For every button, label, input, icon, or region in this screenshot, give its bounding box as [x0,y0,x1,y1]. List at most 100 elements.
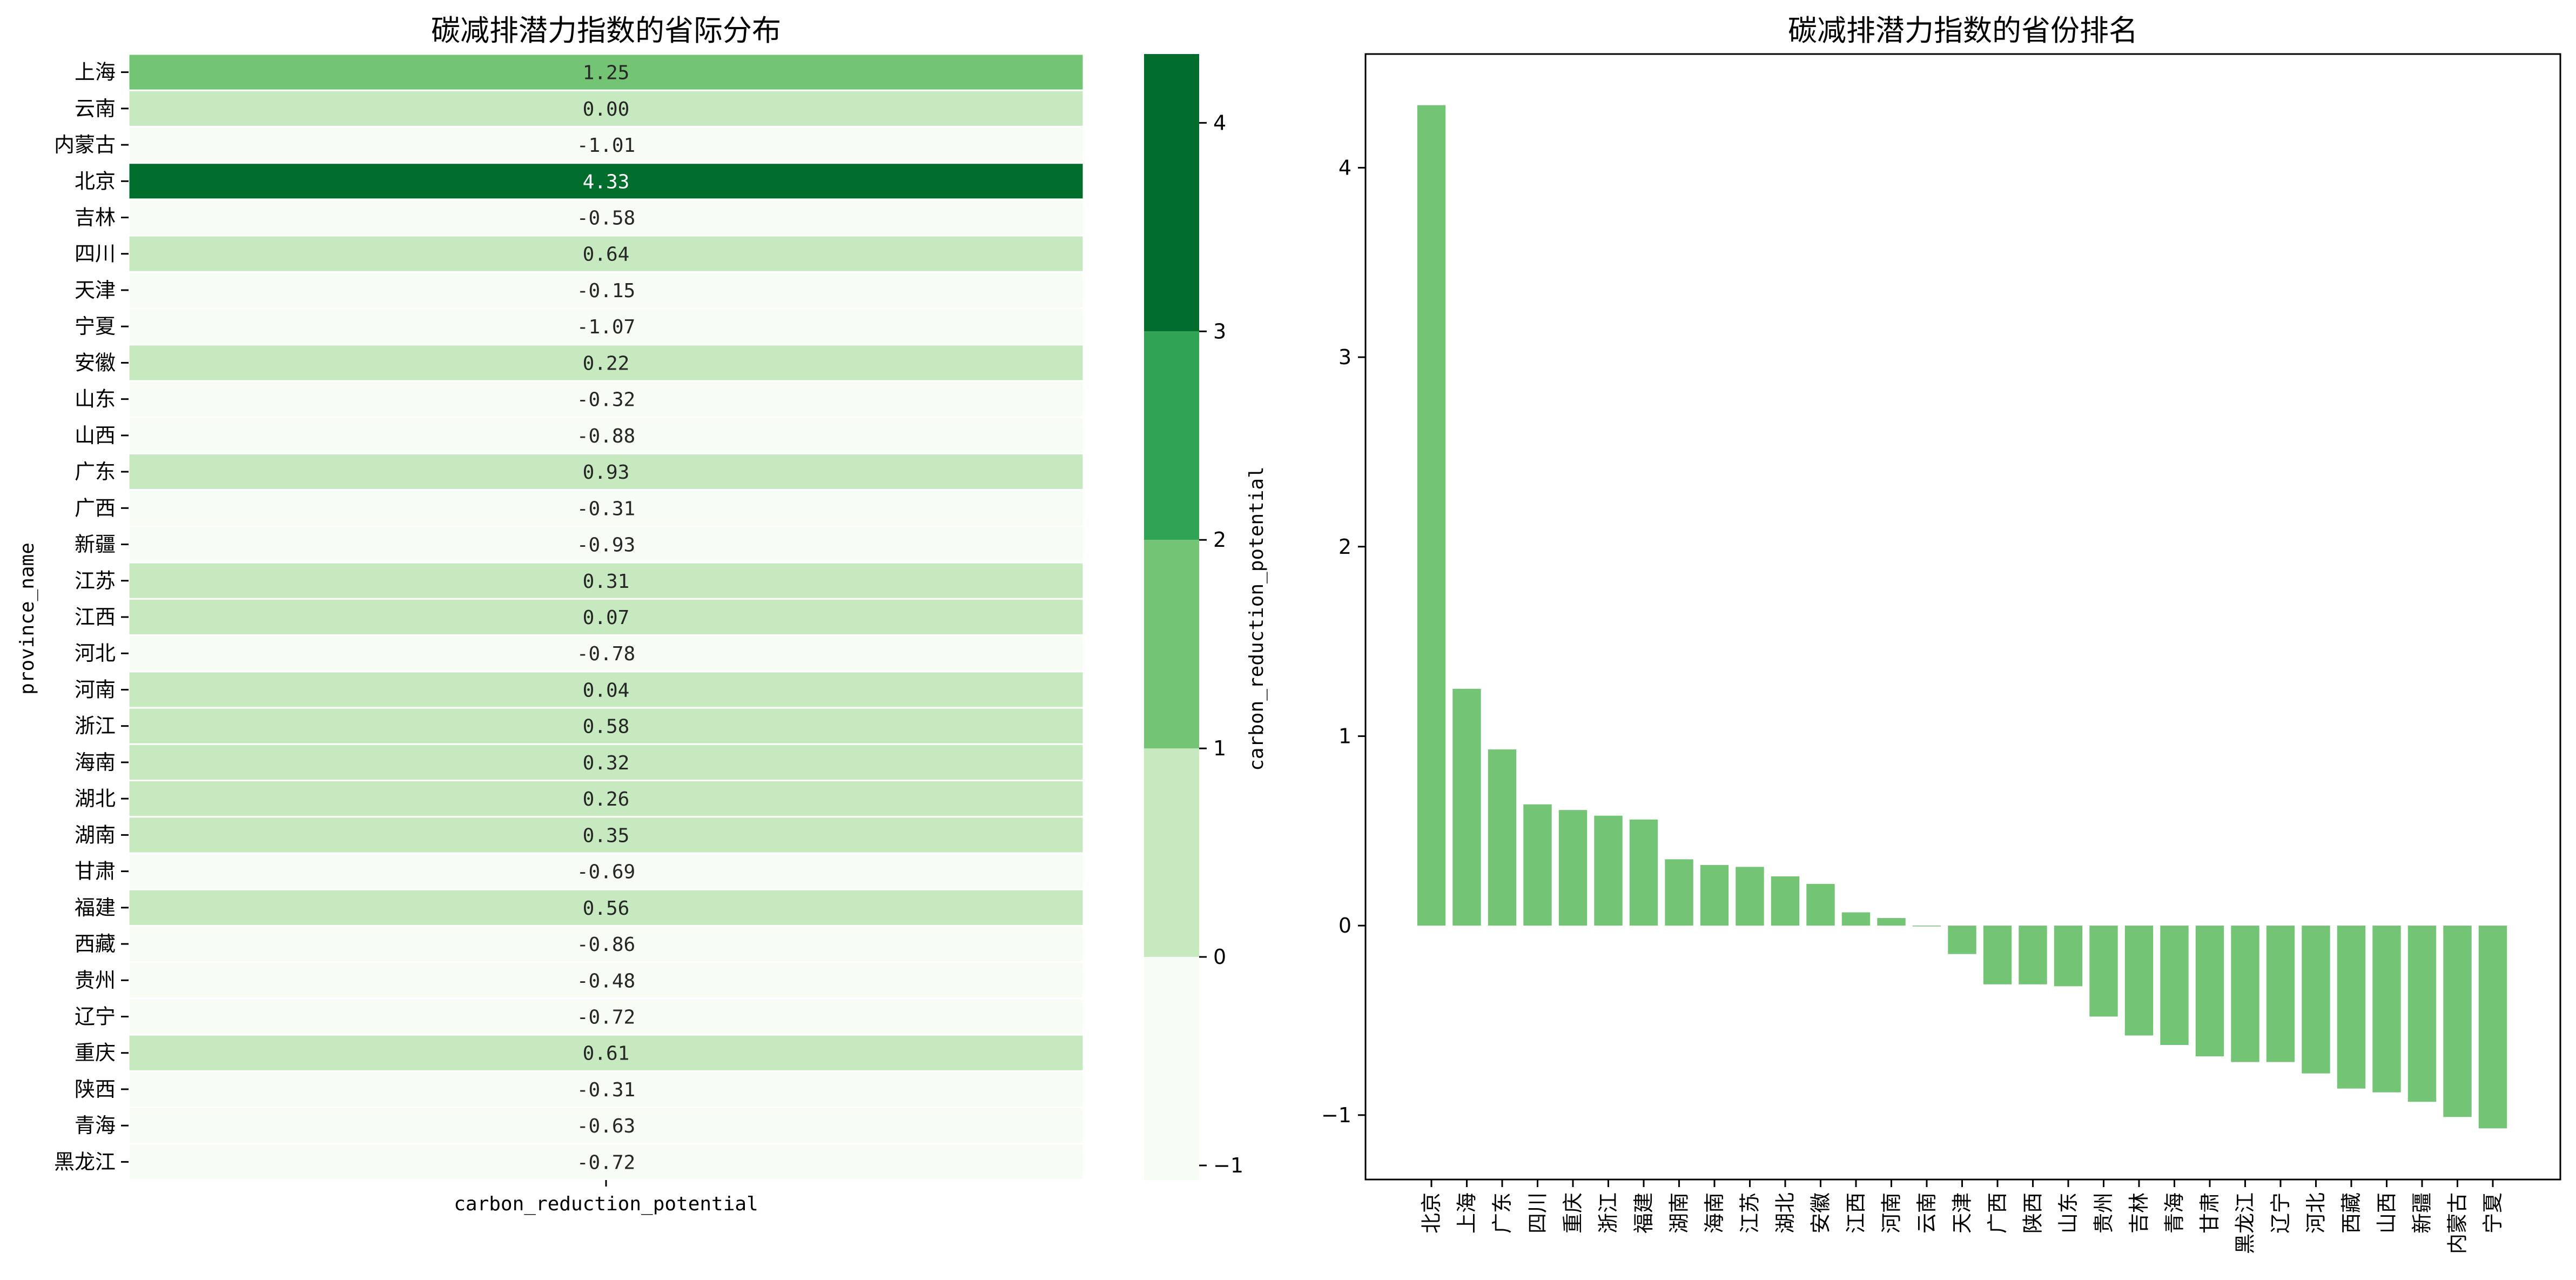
bar-x-tick-label: 上海 [1455,1192,1479,1234]
heatmap-cell [127,816,1085,854]
heatmap-row-label: 山东 [75,387,116,411]
colorbar-tick-label: 2 [1213,528,1226,552]
colorbar-tick-label: 3 [1213,319,1226,343]
colorbar-bin [1144,540,1199,749]
heatmap-row-label: 内蒙古 [54,133,116,157]
heatmap-value-label: 0.35 [583,825,630,847]
heatmap-y-axis-label: province_name [16,542,38,695]
bar-x-tick-label: 甘肃 [2198,1192,2222,1234]
heatmap-row-label: 江苏 [75,569,116,593]
heatmap-row-label: 甘肃 [75,860,116,883]
bar-x-tick-label: 湖北 [1773,1192,1797,1234]
heatmap-value-label: -0.15 [577,280,635,302]
heatmap-row-label: 四川 [75,242,116,266]
bar [1629,819,1658,926]
bar-x-tick-label: 黑龙江 [2234,1192,2257,1254]
bar [2195,926,2224,1057]
heatmap-value-label: 0.26 [583,788,630,810]
heatmap-x-tick-label: carbon_reduction_potential [454,1193,758,1215]
bar-x-tick-label: 安徽 [1809,1192,1833,1234]
heatmap-cell [127,525,1085,564]
bar-x-tick-label: 贵州 [2092,1192,2116,1234]
bar-y-tick-label: 3 [1339,345,1351,369]
bar [1594,815,1623,926]
bar [2372,926,2401,1093]
heatmap-row-label: 海南 [75,750,116,774]
bar [2019,926,2047,984]
heatmap-value-label: 0.32 [583,752,630,774]
bar-series [1417,105,2507,1129]
colorbar-bins [1144,54,1199,1180]
heatmap-value-label: -0.86 [577,934,635,956]
bar-x-tick-label: 浙江 [1597,1192,1620,1234]
colorbar-bin [1144,331,1199,540]
heatmap-value-label: 0.93 [583,461,630,484]
heatmap-value-label: 4.33 [583,171,630,193]
bar [1736,867,1764,926]
heatmap-cells: 1.25 0.00 -1.01 4.33 -0.58 0.64 -0.15 -1.07 0.22… [127,53,1085,1181]
bar [1841,912,1871,926]
heatmap-row-label: 北京 [75,169,116,193]
bar [1558,810,1588,926]
heatmap-cell [127,1107,1085,1145]
heatmap-cell [127,707,1085,745]
bar-x-tick-label: 新疆 [2410,1192,2434,1234]
bar [1771,876,1800,926]
colorbar-ticks: −1 0 1 2 3 4 [1199,111,1243,1177]
heatmap-row-label: 江西 [75,605,116,629]
heatmap-value-label: 0.00 [583,98,630,120]
bar-x-tick-label: 宁夏 [2481,1192,2505,1234]
heatmap-row-labels: 上海云南内蒙古北京吉林四川天津宁夏安徽山东山西广东广西新疆江苏江西河北河南浙江海… [54,61,129,1174]
heatmap-cell [127,961,1085,1000]
bar-x-tick-label: 吉林 [2127,1192,2151,1234]
bar-x-tick-label: 福建 [1632,1192,1656,1234]
bar [2089,926,2118,1017]
bar-x-axis: 北京 上海 广东 四川 重庆 浙江 福建 湖南 海南 江苏 湖北 安徽 江西 河南 云南 天津 广西 陕西 山东 贵州… [1420,1180,2505,1254]
heatmap-value-label: 0.31 [583,571,630,593]
heatmap-value-label: 0.22 [583,352,630,374]
heatmap-cell [127,743,1085,782]
bar [1877,918,1906,926]
heatmap-value-label: -1.07 [577,316,635,338]
bar-y-tick-label: 4 [1339,156,1351,179]
bar [1523,804,1552,926]
bar-x-tick-label: 江西 [1844,1192,1868,1234]
heatmap-value-label: 0.07 [583,607,630,629]
heatmap-title: 碳减排潜力指数的省际分布 [431,14,781,48]
bar-x-tick-label: 河北 [2304,1192,2328,1234]
heatmap-value-label: 0.04 [583,679,630,701]
bar-x-tick-label: 广西 [1986,1192,2009,1234]
bar-x-tick-label: 重庆 [1561,1192,1585,1234]
bar-x-tick-label: 山西 [2375,1192,2399,1234]
bar-x-tick-label: 青海 [2163,1192,2187,1234]
bar-x-tick-label: 四川 [1526,1192,1550,1234]
bar-x-tick-label: 湖南 [1667,1192,1691,1234]
colorbar-tick-label: 0 [1213,945,1226,969]
heatmap-value-label: 0.58 [583,716,630,738]
heatmap-value-label: -1.01 [577,135,635,157]
heatmap-row-label: 上海 [75,61,116,84]
heatmap-row-label: 天津 [75,278,116,302]
bar [1417,105,1446,926]
bar [1488,749,1517,926]
bar [2160,926,2189,1046]
heatmap-value-label: 0.56 [583,897,630,920]
heatmap-row-label: 湖北 [75,787,116,810]
heatmap-panel: 碳减排潜力指数的省际分布 1.25 0.00 -1.01 4.33 -0.58 0.64 -… [16,14,1085,1215]
heatmap-value-label: -0.72 [577,1006,635,1028]
heatmap-row-label: 吉林 [75,206,116,230]
colorbar: −1 0 1 2 3 4 carbon_reduction_potential [1144,54,1268,1180]
bar [1948,926,1976,954]
heatmap-row-label: 西藏 [75,932,116,956]
heatmap-value-label: 1.25 [583,62,630,84]
heatmap-row-label: 青海 [75,1114,116,1137]
heatmap-cell [127,53,1085,91]
heatmap-row-label: 宁夏 [75,314,116,338]
bar-chart-title: 碳减排潜力指数的省份排名 [1788,14,2138,48]
bar-x-tick-label: 云南 [1915,1192,1939,1234]
colorbar-tick-label: 1 [1213,736,1226,760]
heatmap-value-label: -0.58 [577,207,635,230]
heatmap-value-label: -0.32 [577,389,635,411]
bar-y-tick-label: 1 [1339,724,1351,748]
heatmap-row-label: 湖南 [75,823,116,847]
